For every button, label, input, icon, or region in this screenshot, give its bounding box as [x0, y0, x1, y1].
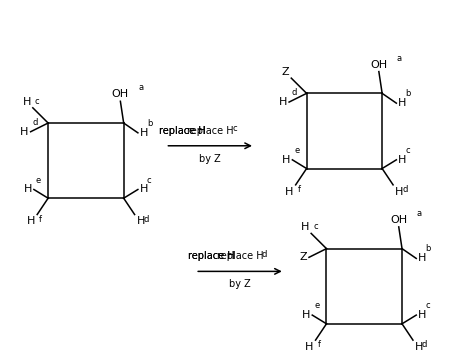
Text: f: f	[318, 340, 320, 349]
Text: b: b	[405, 89, 410, 98]
Text: H: H	[418, 253, 427, 263]
Text: a: a	[397, 54, 402, 63]
Text: d: d	[291, 88, 296, 97]
Text: H: H	[418, 310, 427, 320]
Text: by Z: by Z	[199, 154, 221, 164]
Text: d: d	[422, 340, 427, 349]
Text: H: H	[140, 184, 148, 194]
Text: e: e	[294, 146, 300, 155]
Text: c: c	[405, 146, 410, 155]
Text: H: H	[285, 187, 294, 197]
Text: OH: OH	[112, 89, 129, 99]
Text: H: H	[140, 128, 148, 138]
Text: H: H	[398, 98, 407, 108]
Text: H: H	[305, 342, 313, 352]
Text: Z: Z	[282, 67, 289, 77]
Text: H: H	[279, 97, 287, 107]
Text: e: e	[36, 176, 41, 184]
Text: H: H	[27, 216, 35, 226]
Text: e: e	[314, 301, 319, 310]
Text: replace H: replace H	[217, 251, 263, 262]
Text: c: c	[35, 97, 39, 106]
Text: c: c	[313, 222, 318, 231]
Text: replace H: replace H	[188, 251, 235, 262]
Text: H: H	[24, 184, 32, 194]
Text: b: b	[425, 245, 430, 253]
Text: replace H: replace H	[159, 126, 205, 136]
Text: a: a	[417, 209, 422, 218]
Text: d: d	[402, 185, 407, 194]
Text: f: f	[39, 215, 42, 224]
Text: replace H: replace H	[187, 126, 234, 136]
Text: c: c	[425, 301, 430, 310]
Text: H: H	[20, 127, 28, 137]
Text: replace H: replace H	[188, 251, 235, 262]
Text: Z: Z	[300, 252, 307, 262]
Text: c: c	[147, 176, 152, 184]
Text: replace H: replace H	[159, 126, 205, 136]
Text: H: H	[137, 216, 145, 226]
Text: d: d	[262, 250, 267, 258]
Text: d: d	[33, 118, 38, 127]
Text: H: H	[282, 155, 291, 165]
Text: f: f	[298, 185, 301, 194]
Text: H: H	[301, 222, 309, 232]
Text: a: a	[138, 83, 144, 92]
Text: H: H	[22, 97, 31, 107]
Text: OH: OH	[370, 59, 387, 70]
Text: OH: OH	[390, 215, 407, 225]
Text: H: H	[415, 342, 423, 352]
Text: H: H	[398, 155, 407, 165]
Text: by Z: by Z	[229, 279, 251, 289]
Text: b: b	[147, 119, 152, 128]
Text: c: c	[232, 124, 237, 133]
Text: d: d	[144, 215, 149, 224]
Text: H: H	[395, 187, 403, 197]
Text: H: H	[302, 310, 310, 320]
